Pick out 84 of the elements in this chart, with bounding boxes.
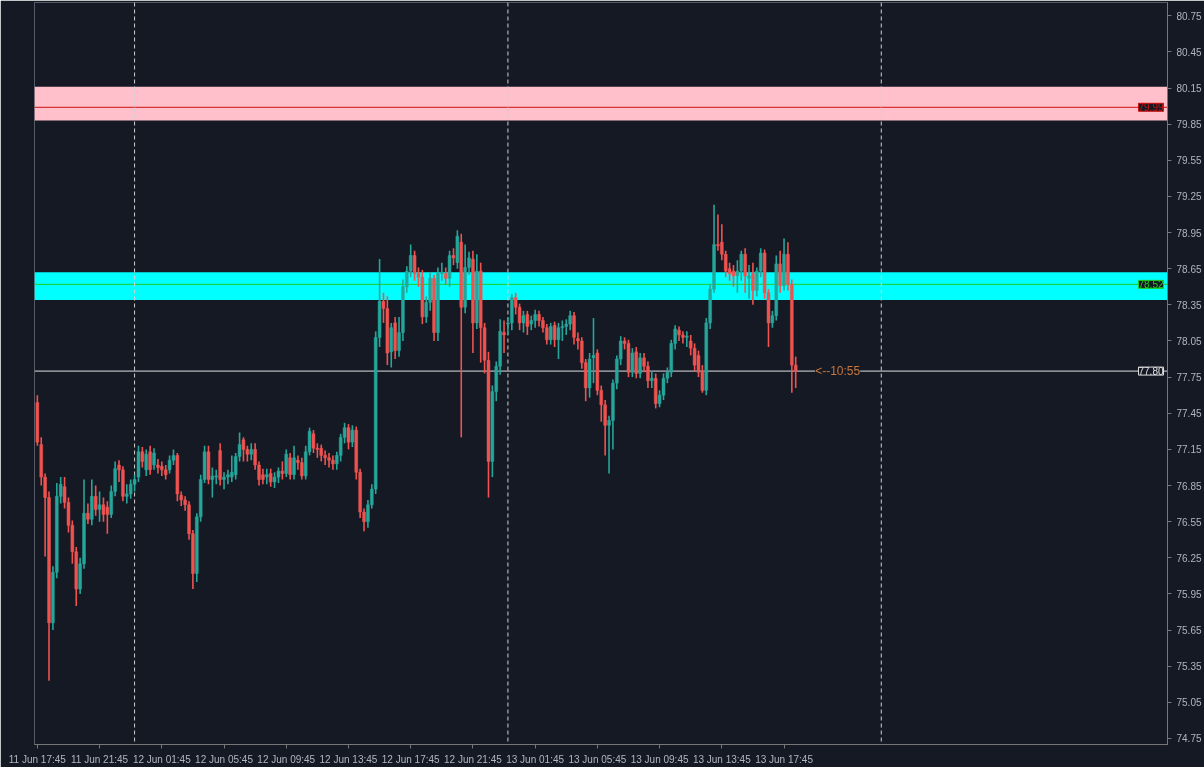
candlestick: [731, 264, 736, 288]
candlestick: [350, 424, 355, 448]
candlestick: [125, 483, 129, 505]
candlestick: [331, 454, 335, 471]
y-tick-label: 75.05: [1176, 697, 1202, 709]
candlestick: [716, 213, 720, 252]
candlestick: [533, 308, 537, 329]
y-tick-label: 80.15: [1176, 83, 1202, 95]
candlestick: [230, 454, 234, 483]
candlestick: [346, 423, 351, 451]
candlestick: [572, 311, 576, 346]
candlestick: [241, 436, 246, 463]
y-tick-label: 78.65: [1176, 263, 1202, 275]
x-tick-label: 12 Jun 17:45: [381, 753, 441, 765]
candlestick: [300, 457, 304, 481]
candlestick: [447, 249, 452, 288]
candlestick: [292, 444, 296, 481]
y-tick-label: 76.25: [1176, 552, 1202, 564]
x-tick-label: 12 Jun 05:45: [195, 753, 254, 765]
candlestick: [86, 502, 90, 525]
x-tick-label: 13 Jun 01:45: [506, 753, 565, 765]
x-tick-label: 13 Jun 13:45: [692, 753, 752, 765]
y-tick-label: 75.65: [1176, 625, 1202, 637]
candlestick: [743, 247, 747, 294]
candlestick: [222, 471, 226, 490]
candlestick: [148, 444, 152, 476]
y-tick-label: 79.85: [1176, 119, 1202, 131]
ref-line-label: 79.99: [1138, 102, 1164, 114]
y-tick-label: 75.35: [1176, 661, 1202, 673]
candlestick: [630, 347, 635, 378]
x-tick-label: 13 Jun 09:45: [630, 753, 689, 765]
candlestick: [90, 478, 94, 527]
candlestick: [140, 446, 145, 469]
candlestick: [144, 448, 148, 477]
candlestick: [311, 429, 316, 454]
candlestick: [284, 448, 288, 478]
y-tick-label: 75.95: [1176, 588, 1202, 600]
x-tick-label: 13 Jun 17:45: [755, 753, 814, 765]
candlestick: [214, 469, 218, 486]
candlestick: [638, 352, 642, 380]
y-tick-label: 78.35: [1176, 299, 1202, 311]
candlestick: [552, 320, 557, 348]
ref-line-label: 77.80: [1138, 366, 1164, 378]
x-tick-label: 13 Jun 05:45: [568, 753, 627, 765]
candlestick: [93, 484, 98, 517]
candlestick: [288, 452, 292, 481]
candlestick: [152, 447, 156, 471]
ref-line-label: 78.52: [1138, 279, 1164, 291]
x-tick-label: 11 Jun 17:45: [8, 753, 67, 765]
y-tick-label: 78.05: [1176, 335, 1202, 347]
candlestick: [210, 466, 215, 499]
candlestick: [521, 310, 526, 334]
x-tick-label: 12 Jun 13:45: [319, 753, 378, 765]
candlestick: [556, 322, 561, 360]
candlestick: [634, 346, 638, 380]
y-tick-label: 74.75: [1176, 733, 1202, 745]
candlestick: [650, 370, 654, 389]
candlestick: [97, 490, 102, 523]
y-tick-label: 77.45: [1176, 408, 1202, 420]
y-tick-label: 80.75: [1176, 10, 1202, 22]
y-tick-label: 77.75: [1176, 372, 1202, 384]
candlestick: [323, 449, 327, 466]
candlestick: [778, 249, 782, 294]
x-tick-label: 12 Jun 01:45: [132, 753, 192, 765]
x-tick-label: 12 Jun 21:45: [444, 753, 503, 765]
candlestick: [105, 500, 110, 535]
x-tick-label: 11 Jun 21:45: [71, 753, 129, 765]
x-tick-label: 12 Jun 09:45: [257, 753, 316, 765]
candlestick: [751, 261, 755, 306]
candlestick: [747, 264, 751, 300]
y-tick-label: 77.15: [1176, 444, 1202, 456]
candlestick: [525, 310, 530, 336]
y-tick-label: 79.55: [1176, 155, 1202, 167]
y-tick-label: 80.45: [1176, 46, 1202, 58]
y-tick-label: 79.25: [1176, 191, 1202, 203]
candlestick: [502, 319, 506, 354]
annotation: <--10:55: [815, 364, 861, 379]
y-tick-label: 78.95: [1176, 227, 1202, 239]
candlestick: [280, 460, 285, 481]
y-tick-label: 76.55: [1176, 516, 1202, 528]
candlestick: [128, 478, 133, 500]
y-tick-label: 76.85: [1176, 480, 1202, 492]
candlestick: [685, 330, 689, 348]
candlestick: [568, 310, 572, 331]
